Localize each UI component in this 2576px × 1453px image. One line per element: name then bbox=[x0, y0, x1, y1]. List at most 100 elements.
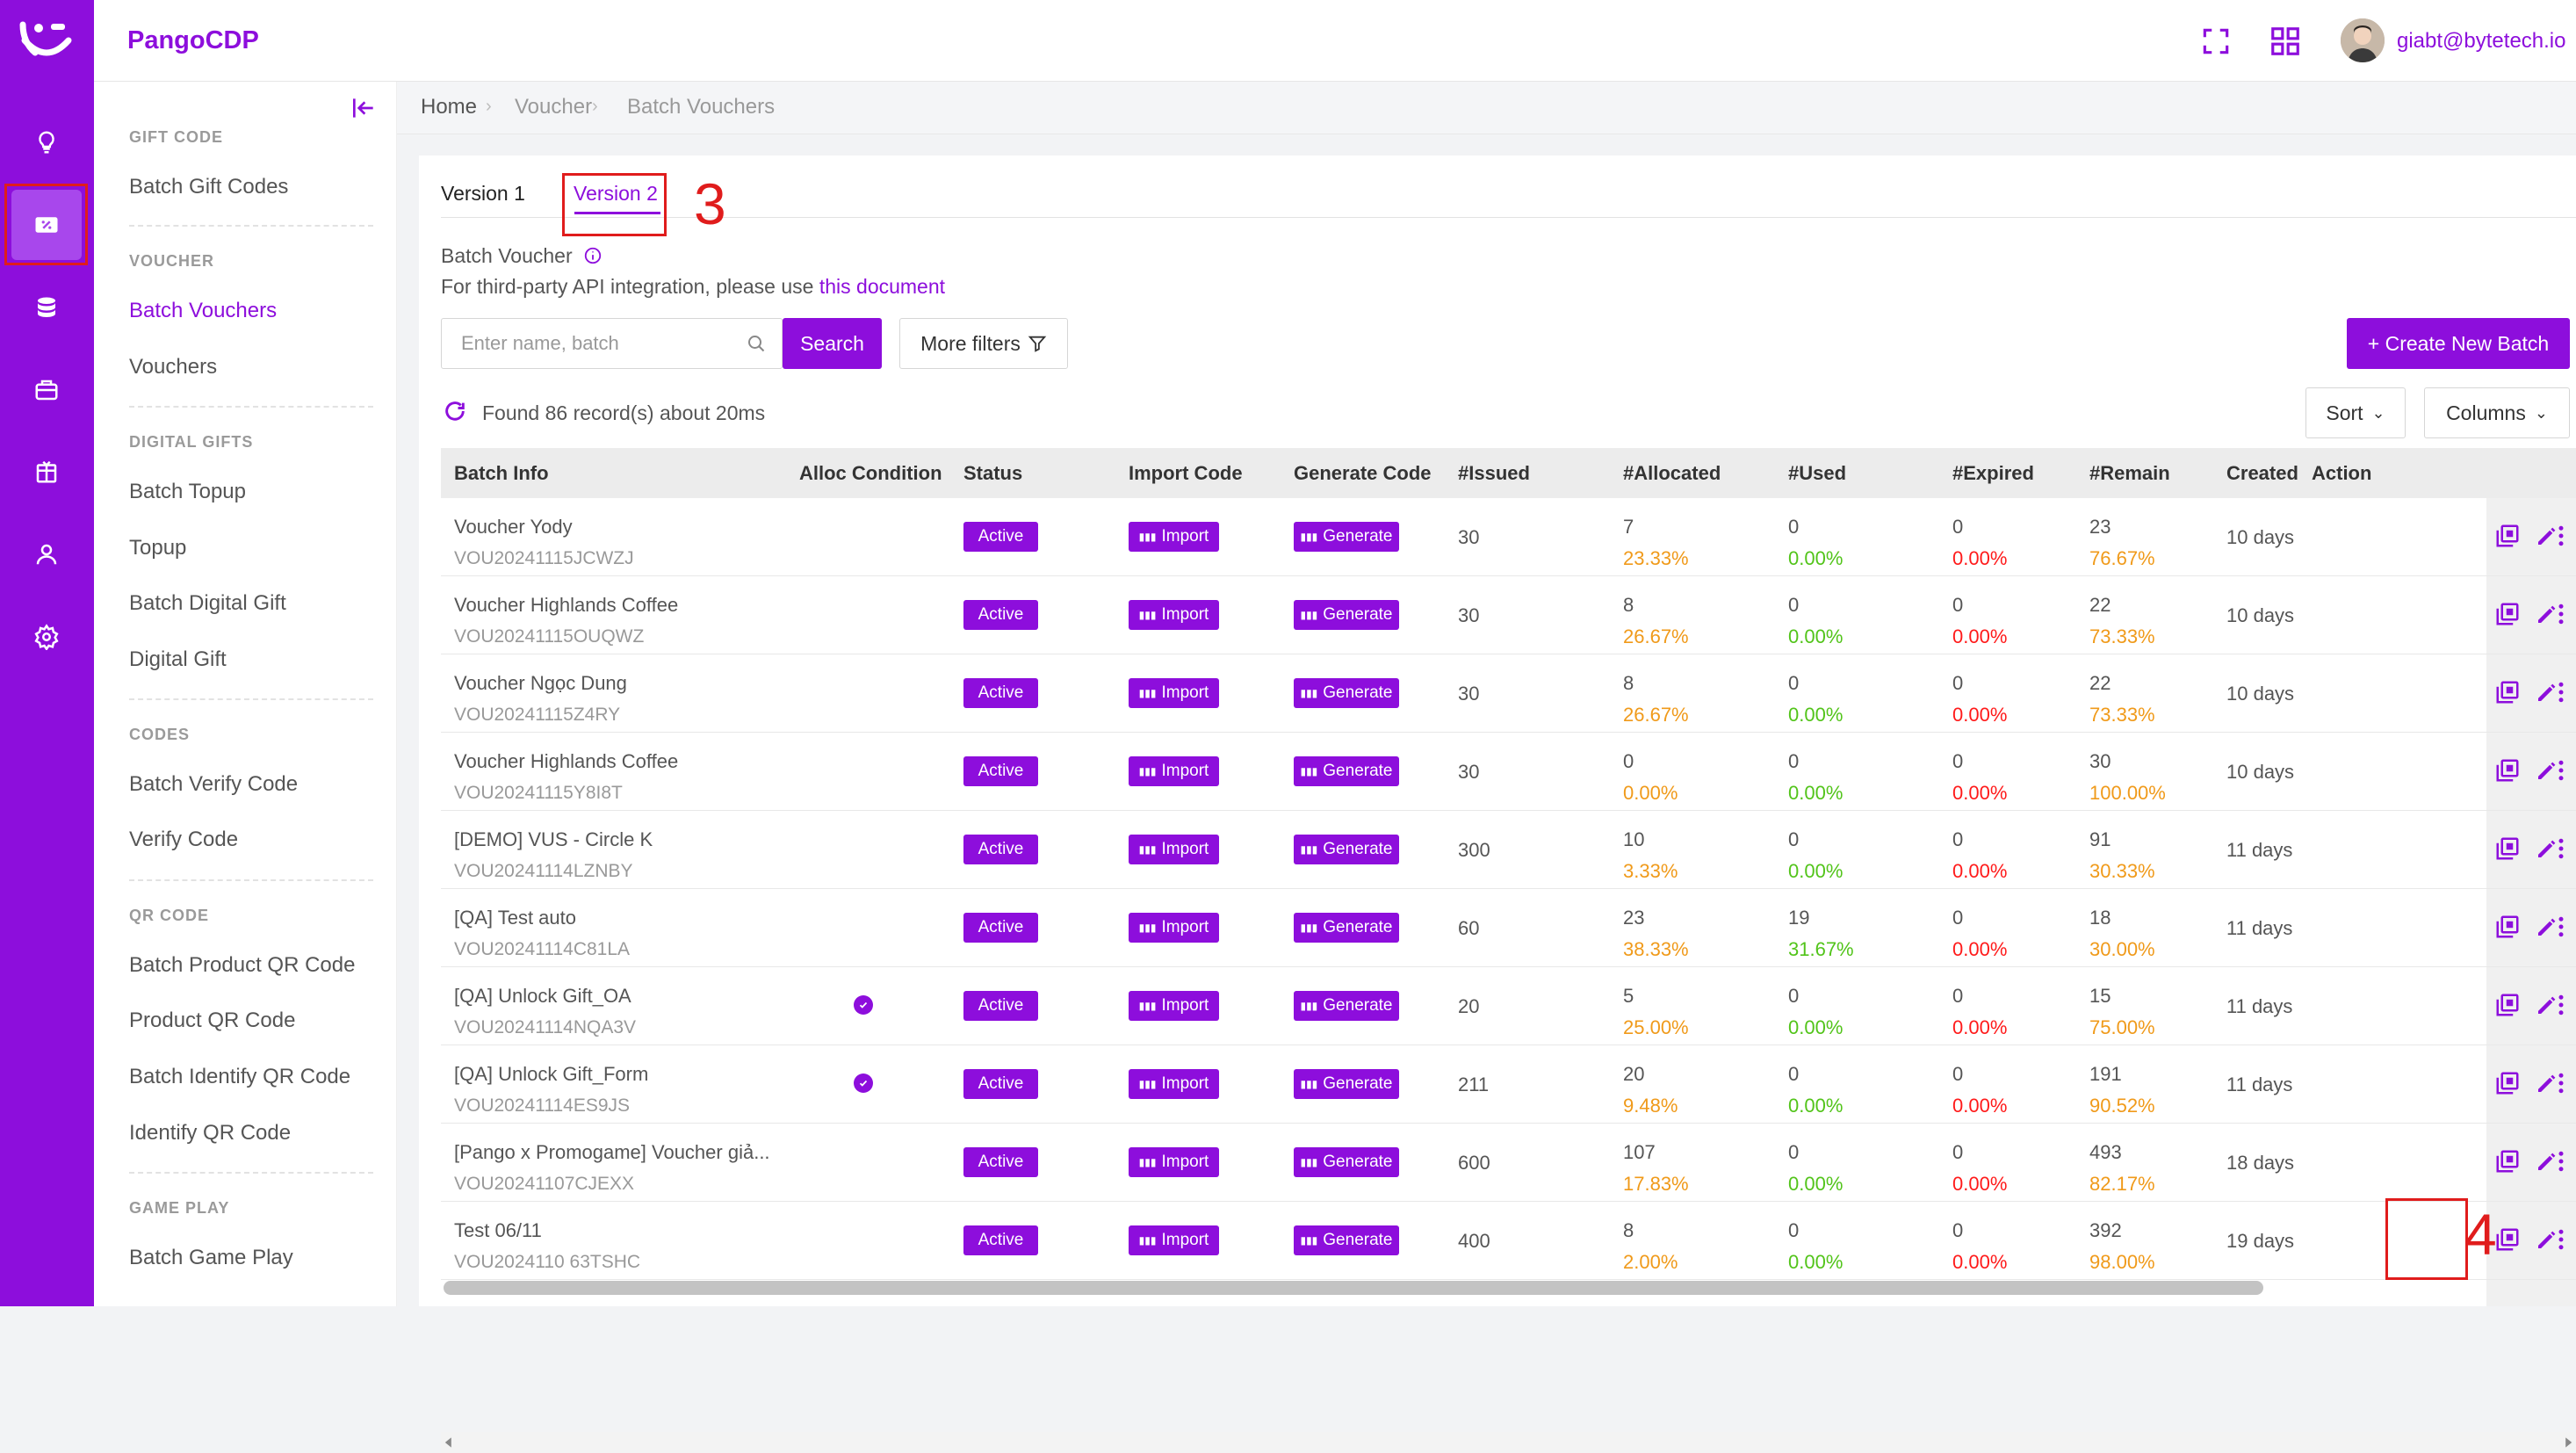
table-row[interactable]: Test 06/11 VOU2024110 63TSHC Active ▮▮▮ Impo… bbox=[441, 1202, 2576, 1280]
sidebar-item-batch-gift-codes[interactable]: Batch Gift Codes bbox=[129, 175, 289, 199]
breadcrumb-home[interactable]: Home bbox=[421, 95, 478, 119]
copy-icon[interactable] bbox=[2494, 1226, 2521, 1253]
edit-icon[interactable] bbox=[2534, 835, 2560, 862]
copy-icon[interactable] bbox=[2494, 835, 2521, 862]
generate-button[interactable]: ▮▮▮ Generate bbox=[1294, 913, 1399, 943]
generate-button[interactable]: ▮▮▮ Generate bbox=[1294, 1147, 1399, 1177]
copy-icon[interactable] bbox=[2494, 523, 2521, 549]
edit-icon[interactable] bbox=[2534, 523, 2560, 549]
sidebar-item-product-qr-code[interactable]: Product QR Code bbox=[129, 1008, 296, 1032]
sidebar-item-verify-code[interactable]: Verify Code bbox=[129, 828, 239, 851]
more-options-icon[interactable] bbox=[2548, 914, 2574, 940]
more-options-icon[interactable] bbox=[2548, 523, 2574, 549]
copy-icon[interactable] bbox=[2494, 679, 2521, 705]
import-button[interactable]: ▮▮▮ Import bbox=[1129, 835, 1219, 864]
apps-grid-icon[interactable] bbox=[2269, 25, 2302, 58]
edit-icon[interactable] bbox=[2534, 601, 2560, 627]
document-link[interactable]: this document bbox=[819, 275, 946, 298]
more-options-icon[interactable] bbox=[2548, 757, 2574, 784]
generate-button[interactable]: ▮▮▮ Generate bbox=[1294, 1225, 1399, 1255]
logo-icon[interactable] bbox=[16, 7, 77, 70]
fullscreen-icon[interactable] bbox=[2199, 25, 2233, 58]
horizontal-scrollbar[interactable] bbox=[441, 1432, 2576, 1453]
sidebar-item-topup[interactable]: Topup bbox=[129, 536, 187, 560]
more-options-icon[interactable] bbox=[2548, 1226, 2574, 1253]
sidebar-item-batch-digital-gift[interactable]: Batch Digital Gift bbox=[129, 591, 286, 615]
tab-version-2[interactable]: Version 2 bbox=[574, 182, 658, 205]
edit-icon[interactable] bbox=[2534, 679, 2560, 705]
tab-version-1[interactable]: Version 1 bbox=[441, 182, 525, 205]
sidebar-item-digital-gift[interactable]: Digital Gift bbox=[129, 647, 227, 671]
copy-icon[interactable] bbox=[2494, 1148, 2521, 1175]
import-button[interactable]: ▮▮▮ Import bbox=[1129, 1225, 1219, 1255]
table-row[interactable]: Voucher Highlands Coffee VOU20241115Y8I8T… bbox=[441, 733, 2576, 811]
voucher-icon[interactable] bbox=[11, 190, 82, 260]
gift-icon[interactable] bbox=[25, 450, 69, 494]
table-row[interactable]: Voucher Yody VOU20241115JCWZJ Active ▮▮▮ Imp… bbox=[441, 498, 2576, 576]
sidebar-item-batch-identify-qr-code[interactable]: Batch Identify QR Code bbox=[129, 1065, 351, 1088]
sidebar-item-batch-topup[interactable]: Batch Topup bbox=[129, 480, 246, 503]
avatar[interactable] bbox=[2341, 18, 2385, 62]
edit-icon[interactable] bbox=[2534, 1226, 2560, 1253]
more-options-icon[interactable] bbox=[2548, 679, 2574, 705]
generate-button[interactable]: ▮▮▮ Generate bbox=[1294, 835, 1399, 864]
search-field[interactable] bbox=[441, 318, 783, 369]
table-row[interactable]: Voucher Highlands Coffee VOU20241115OUQWZ… bbox=[441, 576, 2576, 654]
breadcrumb-voucher[interactable]: Voucher bbox=[515, 95, 593, 119]
more-options-icon[interactable] bbox=[2548, 1148, 2574, 1175]
table-row[interactable]: [Pango x Promogame] Voucher giả... VOU202… bbox=[441, 1124, 2576, 1202]
user-icon[interactable] bbox=[25, 532, 69, 576]
search-icon[interactable] bbox=[746, 333, 767, 354]
scrollbar-thumb[interactable] bbox=[444, 1281, 2263, 1295]
more-options-icon[interactable] bbox=[2548, 1070, 2574, 1096]
user-menu[interactable]: giabt@bytetech.io ⌄ bbox=[2397, 28, 2576, 54]
sidebar-item-batch-verify-code[interactable]: Batch Verify Code bbox=[129, 772, 299, 796]
import-button[interactable]: ▮▮▮ Import bbox=[1129, 756, 1219, 786]
copy-icon[interactable] bbox=[2494, 757, 2521, 784]
sidebar-item-batch-vouchers[interactable]: Batch Vouchers bbox=[129, 299, 278, 322]
scroll-left-icon[interactable] bbox=[443, 1436, 455, 1449]
search-input[interactable] bbox=[442, 319, 732, 368]
edit-icon[interactable] bbox=[2534, 1148, 2560, 1175]
more-options-icon[interactable] bbox=[2548, 992, 2574, 1018]
more-options-icon[interactable] bbox=[2548, 835, 2574, 862]
generate-button[interactable]: ▮▮▮ Generate bbox=[1294, 1069, 1399, 1099]
sort-button[interactable]: Sort ⌄ bbox=[2305, 387, 2406, 438]
columns-button[interactable]: Columns ⌄ bbox=[2424, 387, 2570, 438]
generate-button[interactable]: ▮▮▮ Generate bbox=[1294, 522, 1399, 552]
settings-icon[interactable] bbox=[25, 615, 69, 659]
copy-icon[interactable] bbox=[2494, 1070, 2521, 1096]
sidebar-item-batch-product-qr-code[interactable]: Batch Product QR Code bbox=[129, 953, 356, 977]
import-button[interactable]: ▮▮▮ Import bbox=[1129, 678, 1219, 708]
copy-icon[interactable] bbox=[2494, 601, 2521, 627]
import-button[interactable]: ▮▮▮ Import bbox=[1129, 600, 1219, 630]
table-row[interactable]: [QA] Unlock Gift_OA VOU20241114NQA3V Activ… bbox=[441, 967, 2576, 1045]
import-button[interactable]: ▮▮▮ Import bbox=[1129, 522, 1219, 552]
lightbulb-icon[interactable] bbox=[25, 120, 69, 164]
generate-button[interactable]: ▮▮▮ Generate bbox=[1294, 756, 1399, 786]
table-row[interactable]: [QA] Unlock Gift_Form VOU20241114ES9JS Act… bbox=[441, 1045, 2576, 1124]
copy-icon[interactable] bbox=[2494, 914, 2521, 940]
more-options-icon[interactable] bbox=[2548, 601, 2574, 627]
copy-icon[interactable] bbox=[2494, 992, 2521, 1018]
edit-icon[interactable] bbox=[2534, 1070, 2560, 1096]
table-row[interactable]: [QA] Test auto VOU20241114C81LA Active ▮▮▮ I… bbox=[441, 889, 2576, 967]
info-icon[interactable] bbox=[583, 246, 603, 265]
edit-icon[interactable] bbox=[2534, 992, 2560, 1018]
app-title[interactable]: PangoCDP bbox=[127, 26, 259, 54]
generate-button[interactable]: ▮▮▮ Generate bbox=[1294, 678, 1399, 708]
search-button[interactable]: Search bbox=[783, 318, 882, 369]
table-row[interactable]: [DEMO] VUS - Circle K VOU20241114LZNBY Act… bbox=[441, 811, 2576, 889]
scroll-right-icon[interactable] bbox=[2562, 1436, 2574, 1449]
briefcase-icon[interactable] bbox=[25, 368, 69, 412]
edit-icon[interactable] bbox=[2534, 757, 2560, 784]
collapse-sidebar-icon[interactable] bbox=[350, 94, 378, 122]
import-button[interactable]: ▮▮▮ Import bbox=[1129, 1147, 1219, 1177]
import-button[interactable]: ▮▮▮ Import bbox=[1129, 913, 1219, 943]
generate-button[interactable]: ▮▮▮ Generate bbox=[1294, 991, 1399, 1021]
edit-icon[interactable] bbox=[2534, 914, 2560, 940]
import-button[interactable]: ▮▮▮ Import bbox=[1129, 991, 1219, 1021]
sidebar-item-vouchers[interactable]: Vouchers bbox=[129, 355, 218, 379]
create-new-batch-button[interactable]: + Create New Batch bbox=[2347, 318, 2570, 369]
refresh-icon[interactable] bbox=[443, 399, 467, 423]
